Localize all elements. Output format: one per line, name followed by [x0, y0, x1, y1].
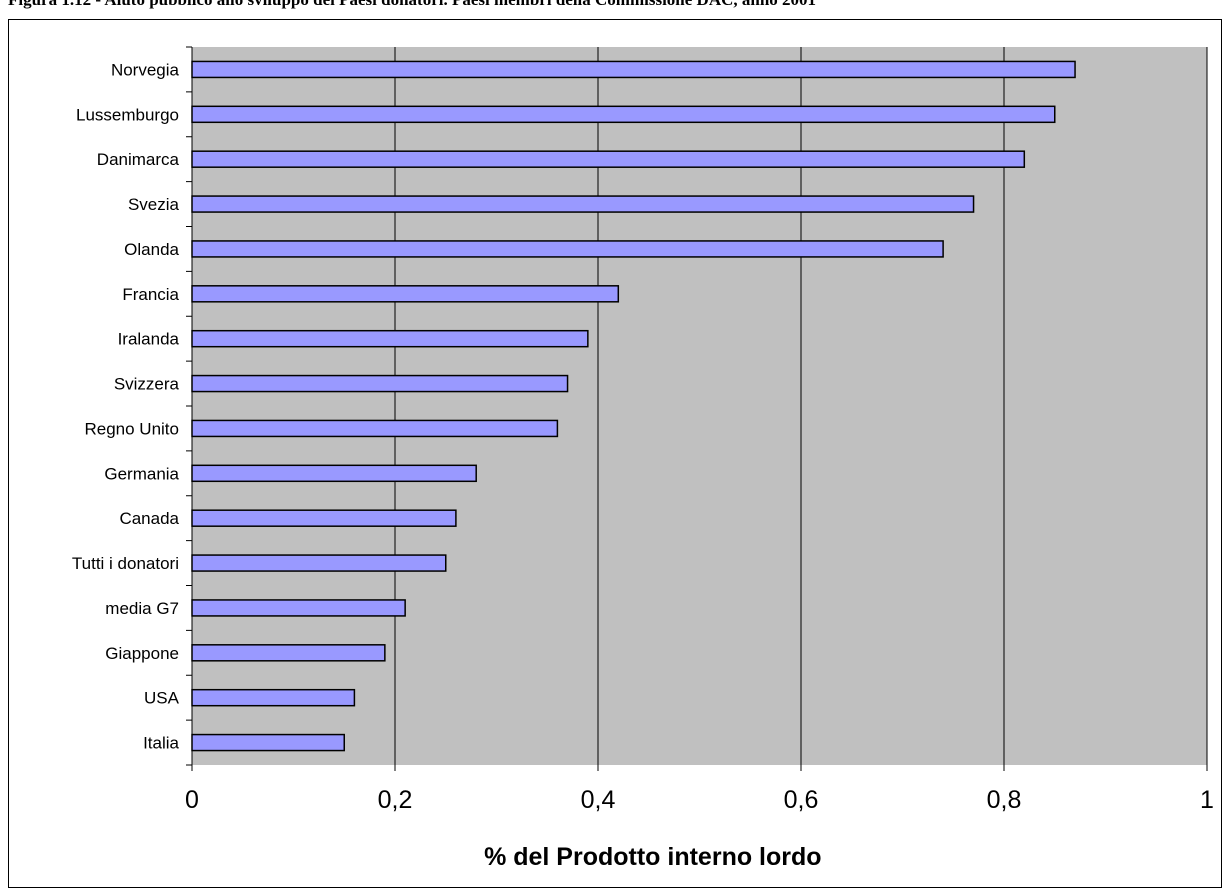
- category-label: Svizzera: [114, 375, 180, 394]
- category-label: Lussemburgo: [76, 105, 179, 124]
- category-label: Germania: [104, 464, 179, 483]
- bar-tutti-i-donatori: [191, 554, 447, 572]
- bar-italia: [191, 733, 345, 752]
- x-tick-label: 0,6: [784, 786, 819, 814]
- bar-francia: [191, 285, 620, 303]
- category-label: USA: [144, 689, 180, 708]
- bar-svezia: [191, 195, 975, 213]
- category-label: Francia: [122, 285, 179, 304]
- x-tick-label: 1: [1200, 786, 1214, 814]
- category-label: Canada: [119, 509, 179, 528]
- bar-iralanda: [191, 329, 589, 348]
- x-axis-title: % del Prodotto interno lordo: [484, 843, 821, 871]
- bar-chart: Norvegia Lussemburgo Danimarca Svezia Olanda…: [72, 46, 1214, 871]
- bar-danimarca: [191, 150, 1026, 168]
- bar-olanda: [191, 240, 944, 258]
- category-label: Danimarca: [97, 150, 180, 169]
- chart-frame: Norvegia Lussemburgo Danimarca Svezia Olanda…: [8, 19, 1222, 888]
- category-label: Iralanda: [118, 330, 180, 349]
- category-label: Italia: [143, 734, 179, 753]
- x-tick-label: 0,2: [378, 786, 413, 814]
- bar-norvegia: [191, 60, 1076, 79]
- bar-giappone: [191, 644, 386, 662]
- bar-usa: [191, 688, 356, 707]
- category-label: Svezia: [128, 195, 180, 214]
- bar-svizzera: [191, 374, 569, 393]
- bar-lussemburgo: [191, 105, 1056, 124]
- bar-canada: [191, 509, 457, 527]
- figure-caption: Figura 1.12 - Aiuto pubblico allo svilup…: [8, 0, 816, 10]
- bar-regno-unito: [191, 419, 559, 438]
- category-label: media G7: [105, 599, 179, 618]
- category-label: Norvegia: [111, 60, 180, 79]
- x-tick-label: 0,4: [581, 786, 616, 814]
- x-tick-label: 0: [185, 786, 199, 814]
- category-label: Giappone: [105, 644, 179, 663]
- x-tick-label: 0,8: [987, 786, 1022, 814]
- category-label: Olanda: [124, 240, 179, 259]
- bar-germania: [191, 464, 477, 483]
- category-label: Regno Unito: [84, 419, 179, 438]
- category-label: Tutti i donatori: [72, 554, 179, 573]
- bar-media-g7: [191, 599, 406, 617]
